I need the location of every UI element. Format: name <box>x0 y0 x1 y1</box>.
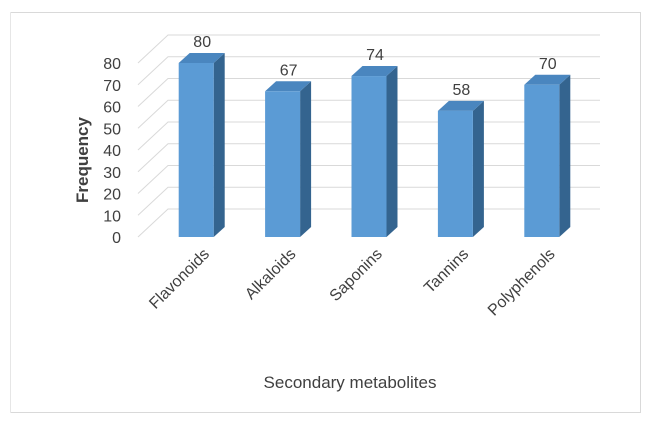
bar-side-face <box>213 53 225 237</box>
x-tick-label: Polyphenols <box>485 246 559 320</box>
bar-side-face <box>300 81 312 238</box>
x-tick-label: Saponins <box>327 246 386 305</box>
gridline <box>137 34 600 64</box>
bar-top-face <box>351 66 398 77</box>
bar-front-face <box>437 110 473 237</box>
y-tick-label: 70 <box>103 78 121 95</box>
bar-front-face <box>265 91 301 238</box>
bar-top-face <box>178 53 225 63</box>
gridline <box>137 56 600 86</box>
gridlines <box>137 34 600 238</box>
x-tick-label: Flavonoids <box>146 246 213 313</box>
bar <box>265 81 312 238</box>
bar <box>178 53 225 237</box>
bar-top-face <box>524 74 571 85</box>
data-label: 70 <box>539 56 557 73</box>
y-tick-label: 50 <box>103 121 121 138</box>
bar-top-face <box>265 81 312 92</box>
data-label: 74 <box>366 47 384 64</box>
bar-side-face <box>472 100 484 237</box>
gridline <box>137 99 600 129</box>
data-label: 67 <box>280 62 298 79</box>
bars <box>178 53 571 238</box>
y-axis-ticks: 0 10 20 30 40 50 60 70 80 <box>103 56 121 247</box>
y-tick-label: 40 <box>103 143 121 160</box>
chart-border <box>10 12 641 413</box>
bar-front-face <box>178 63 214 237</box>
data-label: 80 <box>193 34 211 51</box>
x-tick-label: Tannins <box>421 246 472 297</box>
y-axis-title: Frequency <box>73 116 92 203</box>
x-tick-label: Alkaloids <box>242 246 299 303</box>
gridline <box>137 78 600 107</box>
y-tick-label: 60 <box>103 100 121 117</box>
y-tick-label: 80 <box>103 56 121 73</box>
x-axis-title: Secondary metabolites <box>264 373 437 392</box>
bar <box>351 66 398 237</box>
bar <box>437 100 484 237</box>
y-tick-label: 20 <box>103 187 121 204</box>
bar-front-face <box>351 76 387 237</box>
bar-side-face <box>386 66 398 237</box>
data-labels: 80 67 74 58 70 <box>193 34 556 99</box>
x-axis-ticks: Flavonoids Alkaloids Saponins Tannins Polyph… <box>146 246 558 320</box>
y-tick-label: 10 <box>103 208 121 225</box>
y-tick-label: 30 <box>103 165 121 182</box>
bar <box>524 74 571 237</box>
y-tick-label: 0 <box>112 230 121 247</box>
plot-area: 0 10 20 30 40 50 60 70 80 80 67 74 58 70 Flavonoids A… <box>103 34 600 319</box>
data-label: 58 <box>453 82 471 99</box>
bar-side-face <box>559 74 571 237</box>
bar-top-face <box>437 100 484 111</box>
bar-front-face <box>524 84 560 237</box>
